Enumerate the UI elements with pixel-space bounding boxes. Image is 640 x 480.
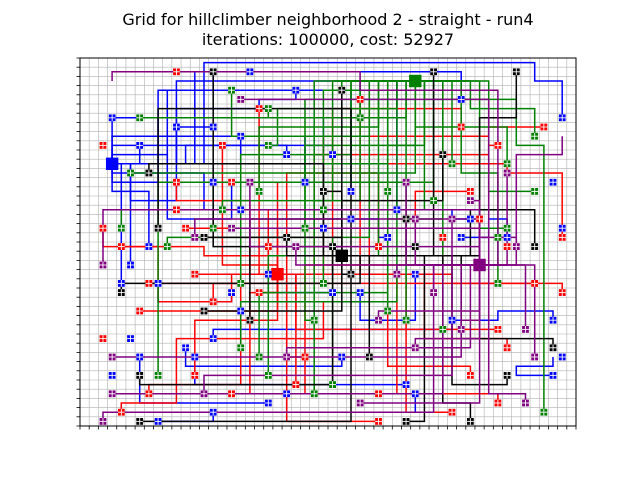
chart-title-line2: iterations: 100000, cost: 52927 <box>201 30 455 49</box>
gate-black <box>335 249 348 262</box>
gate-blue <box>105 157 119 170</box>
wire-purple <box>102 264 480 422</box>
grid-lines <box>79 57 577 427</box>
chart-title: Grid for hillclimber neighborhood 2 - st… <box>0 10 640 50</box>
wire-black <box>148 163 342 257</box>
chart-title-line1: Grid for hillclimber neighborhood 2 - st… <box>122 10 534 29</box>
wire-purple <box>102 209 481 265</box>
axis-frame <box>76 57 577 430</box>
wire-green <box>304 81 417 321</box>
wire-purple <box>295 246 480 266</box>
wire-blue <box>515 357 554 377</box>
wire-black <box>341 71 518 257</box>
wire-red <box>121 245 279 275</box>
wire-red <box>194 274 279 376</box>
gate-markers <box>99 68 566 425</box>
wire-black <box>204 255 343 312</box>
gate-red <box>271 268 284 281</box>
gate-green <box>409 74 422 88</box>
wire-blue <box>157 283 233 303</box>
wire-purple <box>479 264 536 357</box>
gate-purple <box>473 258 486 272</box>
wire-blue <box>452 310 554 321</box>
wire-purple <box>360 265 481 404</box>
